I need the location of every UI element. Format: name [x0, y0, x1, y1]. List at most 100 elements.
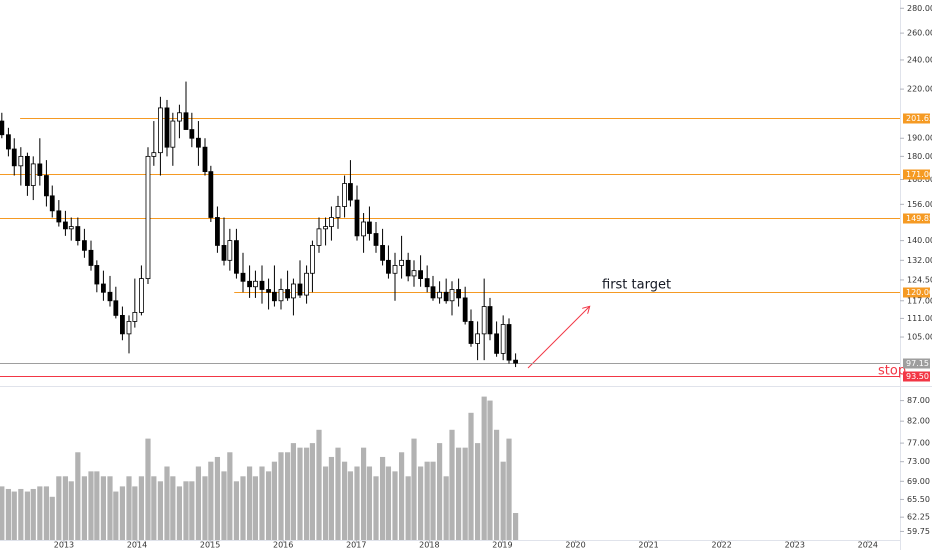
volume-bar: [360, 447, 367, 540]
candle-body: [310, 245, 315, 274]
candle-body: [481, 306, 487, 335]
candle-body: [259, 280, 265, 290]
volume-bar: [170, 476, 176, 540]
candle-body: [170, 120, 176, 148]
y-tick-label: 124.50: [907, 275, 932, 284]
volume-bar: [37, 486, 43, 540]
volume-bar: [316, 429, 322, 540]
volume-bar: [56, 476, 62, 540]
volume-bar: [107, 476, 113, 540]
candle-body: [6, 134, 11, 150]
candle-body: [513, 359, 518, 364]
candle-body: [208, 171, 214, 218]
volume-bar: [309, 443, 316, 540]
y2-tick-label: 62.25: [907, 513, 930, 522]
candle-body: [30, 163, 36, 186]
volume-bar: [462, 447, 468, 540]
y-tick-label: 220.00: [907, 85, 932, 94]
volume-bar: [506, 438, 512, 540]
candle-body: [145, 155, 151, 279]
y2-tick-label: 65.50: [907, 495, 930, 504]
level-label: 93.50: [906, 372, 929, 381]
candle-body: [430, 286, 436, 299]
candle-body: [335, 206, 341, 218]
y-tick-label: 111.00: [907, 314, 932, 323]
candle-body: [316, 228, 322, 246]
candle-body: [113, 300, 119, 316]
volume-bar: [405, 476, 411, 540]
volume-bar: [290, 443, 297, 540]
volume-bar: [145, 438, 151, 540]
level-label-box: [903, 213, 930, 224]
volume-bar: [500, 461, 506, 540]
candle-body: [380, 245, 385, 261]
candle-body: [291, 283, 296, 299]
volume-bar: [214, 456, 221, 540]
candle-body: [37, 163, 43, 176]
volume-bar: [468, 412, 474, 540]
candle-body: [247, 280, 252, 288]
volume-bar: [271, 461, 278, 540]
candle-body: [348, 183, 353, 201]
volume-bar: [449, 429, 455, 540]
volume-bar: [11, 491, 17, 540]
volume-bar: [189, 481, 195, 540]
volume-bar: [385, 466, 392, 540]
candle-body: [139, 278, 144, 313]
candle-body: [82, 240, 87, 251]
candle-body: [272, 291, 277, 302]
volume-bar: [303, 447, 310, 540]
x-tick-label: 2021: [638, 541, 658, 550]
x-tick-label: 2023: [785, 541, 805, 550]
volume-bar: [322, 466, 329, 540]
candle-body: [367, 221, 372, 234]
candle-body: [342, 183, 347, 207]
volume-bar: [176, 486, 183, 540]
volume-bar: [119, 486, 126, 540]
x-tick-label: 2018: [419, 541, 439, 550]
level-label: 97.15: [906, 359, 929, 368]
volume-bar: [68, 481, 74, 540]
candle-body: [196, 137, 201, 148]
volume-bar: [151, 476, 157, 540]
y-tick-label: 280.00: [907, 4, 932, 13]
volume-bar: [240, 476, 246, 540]
volume-bar: [113, 491, 119, 540]
volume-bar: [443, 476, 449, 540]
candle-body: [234, 240, 239, 274]
candle-body: [266, 289, 271, 293]
candle-body: [56, 210, 62, 223]
candle-body: [215, 217, 220, 246]
candle-body: [443, 291, 449, 302]
y-tick-label: 190.00: [907, 134, 932, 143]
volume-bar: [284, 452, 291, 540]
y-tick-label: 105.00: [907, 333, 932, 342]
level-label-box: [903, 169, 930, 180]
candle-body: [487, 306, 493, 335]
annotation: first target: [602, 278, 671, 293]
candle-body: [202, 146, 208, 173]
volume-bar: [278, 452, 284, 540]
candle-body: [151, 152, 157, 157]
volume-bar: [430, 461, 436, 540]
candle-body: [506, 324, 512, 361]
volume-bar: [265, 471, 272, 540]
volume-bar: [373, 476, 379, 540]
candle-body: [164, 107, 170, 148]
x-tick-label: 2017: [346, 541, 366, 550]
y-tick-label: 132.00: [907, 256, 932, 265]
volume-bar: [366, 466, 373, 540]
level-label: 149.85: [906, 214, 932, 223]
y-tick-label: 156.00: [907, 200, 932, 209]
candle-body: [132, 312, 138, 322]
level-label: 120.00: [906, 288, 932, 297]
candle-body: [405, 259, 411, 277]
candle-body: [63, 221, 68, 230]
volume-bar: [62, 476, 69, 540]
candle-body: [44, 175, 49, 197]
volume-bar: [487, 400, 493, 540]
x-tick-label: 2022: [712, 541, 732, 550]
volume-bar: [493, 429, 500, 540]
candle-body: [304, 272, 309, 296]
volume-bar: [0, 486, 5, 540]
